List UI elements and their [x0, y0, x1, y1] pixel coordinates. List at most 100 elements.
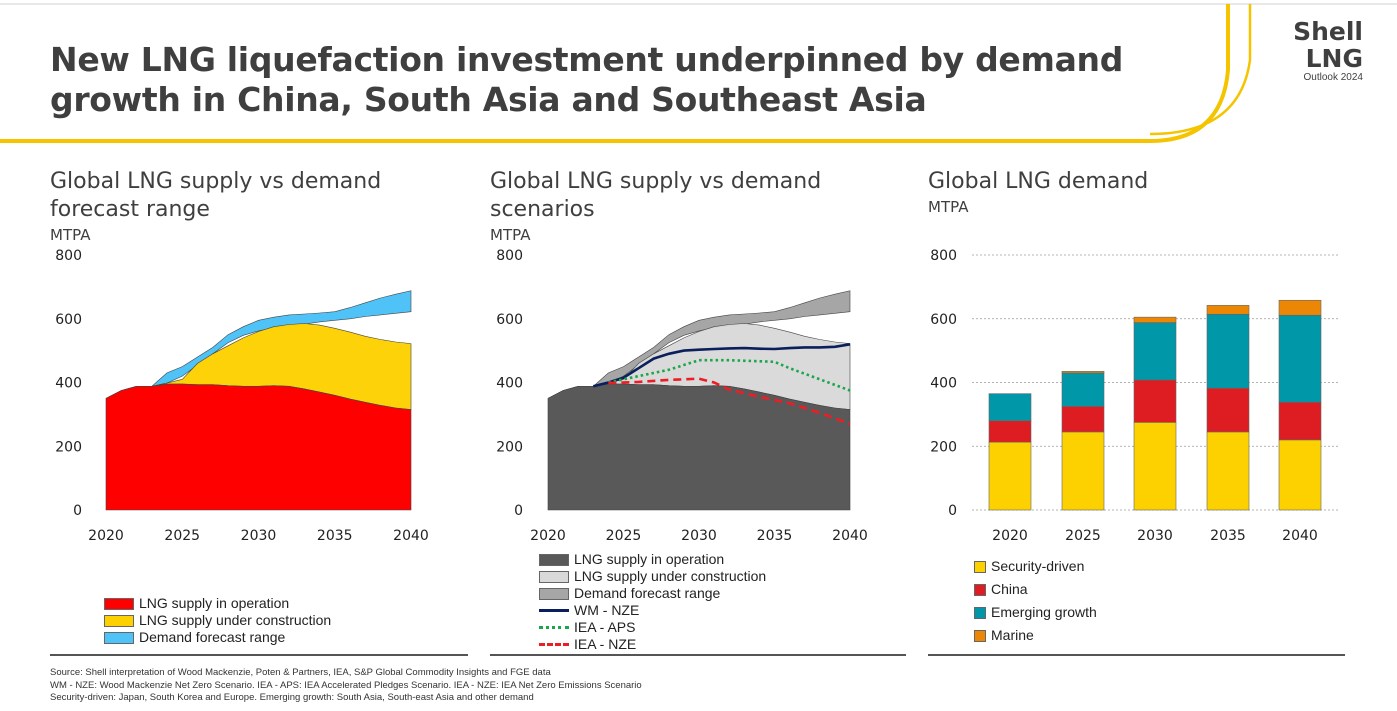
- legend-swatch: [974, 560, 986, 573]
- accent-curve-inner: [1149, 4, 1252, 136]
- legend-line: [539, 609, 569, 612]
- bar-security-driven-2025: [1061, 431, 1105, 511]
- bar-security-driven-2030: [1133, 422, 1177, 511]
- legend-swatch: [539, 553, 569, 566]
- page-title: New LNG liquefaction investment underpin…: [50, 40, 1124, 119]
- legend-middle: LNG supply in operation LNG supply under…: [539, 551, 766, 653]
- legend-left: LNG supply in operation LNG supply under…: [104, 595, 331, 646]
- bar-emerging-growth-2040: [1278, 314, 1322, 403]
- bar-china-2035: [1206, 387, 1250, 433]
- y-tick-label: 0: [73, 503, 82, 519]
- x-tick-label: 2040: [393, 528, 429, 544]
- bar-china-2030: [1133, 379, 1177, 423]
- legend-label: LNG supply under construction: [139, 612, 332, 628]
- x-tick-label: 2035: [757, 528, 793, 544]
- x-tick-label: 2025: [164, 528, 200, 544]
- legend-item: LNG supply in operation: [104, 595, 331, 612]
- legend-label: IEA - NZE: [574, 636, 637, 652]
- bar-emerging-growth-2030: [1133, 322, 1177, 381]
- brand-lng: LNG: [1305, 44, 1363, 73]
- y-tick-label: 600: [496, 312, 523, 328]
- legend-label: WM - NZE: [574, 602, 640, 618]
- legend-label: Marine: [991, 627, 1034, 643]
- y-tick-label: 800: [930, 248, 957, 264]
- legend-label: LNG supply under construction: [574, 568, 767, 584]
- bar-emerging-growth-2020: [988, 393, 1032, 422]
- area-supply-in-operation: [105, 383, 412, 511]
- x-tick-label: 2020: [530, 528, 566, 544]
- source-note: Source: Shell interpretation of Wood Mac…: [50, 667, 551, 678]
- bar-emerging-growth-2035: [1206, 313, 1250, 389]
- bar-emerging-growth-2025: [1061, 372, 1105, 407]
- panel-title-global-demand: Global LNG demand: [928, 169, 1149, 194]
- x-tick-label: 2020: [992, 528, 1028, 544]
- legend-swatch: [539, 587, 569, 600]
- legend-swatch: [539, 570, 569, 583]
- legend-label: LNG supply in operation: [574, 551, 725, 567]
- source-note: WM - NZE: Wood Mackenzie Net Zero Scenar…: [50, 679, 642, 691]
- x-tick-label: 2025: [606, 528, 642, 544]
- panel-unit-left: MTPA: [50, 226, 91, 244]
- shell-lng-logo: Shell LNG Outlook 2024: [1293, 18, 1363, 84]
- source-note: Security-driven: Japan, South Korea and …: [50, 692, 534, 703]
- x-tick-label: 2035: [1210, 528, 1246, 544]
- legend-item: IEA - NZE: [539, 636, 766, 653]
- bar-security-driven-2035: [1206, 431, 1250, 511]
- y-tick-label: 200: [930, 439, 957, 455]
- area-supply-in-operation: [547, 383, 851, 511]
- panel-title-supply-vs-demand-range: Global LNG supply vs demand forecast ran…: [50, 169, 382, 222]
- brand-outlook: Outlook 2024: [1303, 72, 1364, 83]
- legend-label: China: [991, 581, 1028, 597]
- legend-label: Demand forecast range: [574, 585, 721, 601]
- y-tick-label: 600: [55, 312, 82, 328]
- x-tick-label: 2020: [88, 528, 124, 544]
- legend-item: LNG supply under construction: [539, 568, 766, 585]
- bar-security-driven-2020: [988, 441, 1032, 511]
- y-tick-label: 0: [948, 503, 957, 519]
- x-tick-label: 2030: [681, 528, 717, 544]
- y-tick-label: 400: [496, 376, 523, 392]
- legend-swatch: [974, 583, 986, 596]
- legend-item: LNG supply under construction: [104, 612, 331, 629]
- bar-china-2025: [1061, 406, 1105, 433]
- legend-item: Demand forecast range: [539, 585, 766, 602]
- panel-unit-middle: MTPA: [490, 226, 531, 244]
- legend-item: IEA - APS: [539, 619, 766, 636]
- legend-item: China: [974, 578, 1097, 601]
- legend-item: Emerging growth: [974, 601, 1097, 624]
- legend-swatch: [974, 629, 986, 642]
- legend-item: Demand forecast range: [104, 629, 331, 646]
- y-tick-label: 600: [930, 312, 957, 328]
- y-tick-label: 200: [55, 439, 82, 455]
- line-iea-nze: [608, 377, 851, 426]
- bar-marine-2040: [1278, 299, 1322, 316]
- x-tick-label: 2035: [317, 528, 353, 544]
- legend-item: Security-driven: [974, 555, 1097, 578]
- legend-item: LNG supply in operation: [539, 551, 766, 568]
- legend-item: Marine: [974, 624, 1097, 647]
- legend-line: [539, 643, 569, 646]
- panel-title-supply-vs-demand-scenarios: Global LNG supply vs demand scenarios: [490, 169, 822, 222]
- legend-swatch: [104, 614, 134, 627]
- brand-shell: Shell: [1293, 17, 1363, 46]
- bar-marine-2035: [1206, 305, 1250, 315]
- y-tick-label: 800: [55, 248, 82, 264]
- x-tick-label: 2030: [241, 528, 277, 544]
- legend-right: Security-driven China Emerging growth Ma…: [974, 555, 1097, 647]
- legend-swatch: [974, 606, 986, 619]
- x-tick-label: 2040: [832, 528, 868, 544]
- legend-label: LNG supply in operation: [139, 595, 290, 611]
- y-tick-label: 400: [55, 376, 82, 392]
- y-tick-label: 200: [496, 439, 523, 455]
- bar-security-driven-2040: [1278, 439, 1322, 511]
- legend-label: IEA - APS: [574, 619, 636, 635]
- y-tick-label: 800: [496, 248, 523, 264]
- legend-item: WM - NZE: [539, 602, 766, 619]
- y-tick-label: 0: [514, 503, 523, 519]
- panel-unit-right: MTPA: [928, 198, 969, 216]
